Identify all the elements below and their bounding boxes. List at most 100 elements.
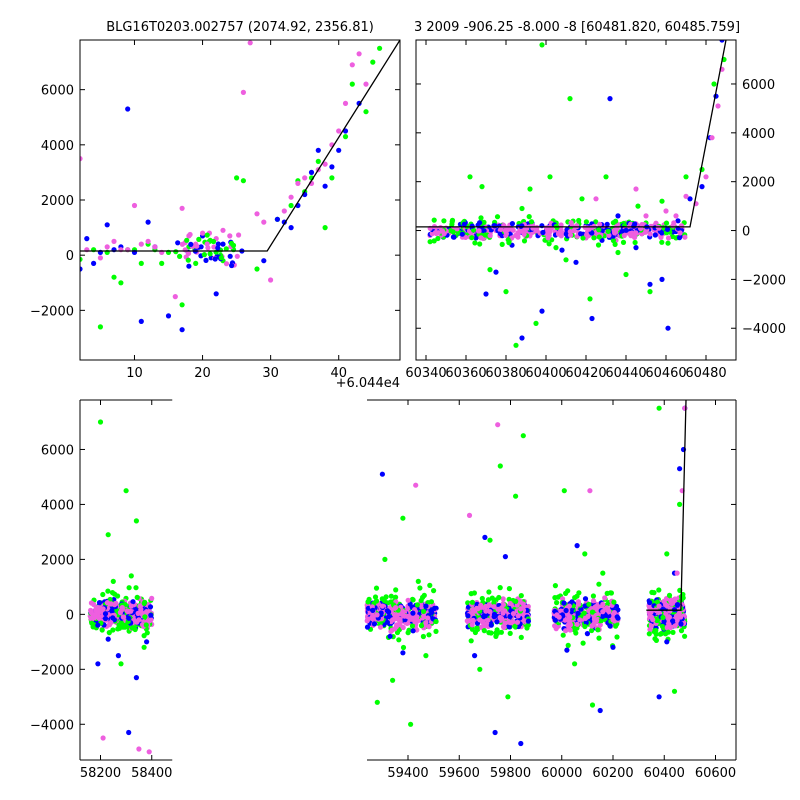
data-point-green — [408, 721, 414, 727]
folded-light-curve-panel: 10 20 30 40 −2000 0 2000 4000 6000 — [30, 39, 401, 381]
data-point-blue — [274, 216, 280, 222]
baseline-point — [576, 217, 582, 224]
data-point-green — [322, 225, 328, 231]
x-tick-label: 30 — [262, 366, 279, 381]
baseline-point — [518, 634, 524, 641]
baseline-point — [552, 583, 559, 589]
data-point-pink — [682, 405, 688, 411]
baseline-point — [653, 627, 659, 634]
baseline-point — [494, 619, 500, 625]
baseline-point — [418, 623, 425, 629]
data-point-pink — [179, 205, 185, 211]
baseline-point — [477, 241, 483, 247]
data-point-pink — [100, 735, 106, 741]
baseline-point — [173, 249, 179, 255]
baseline-point — [479, 595, 485, 602]
baseline-point — [607, 623, 613, 629]
baseline-point — [620, 239, 627, 245]
data-point-pink — [413, 482, 419, 488]
data-point-green — [382, 556, 388, 563]
baseline-point — [377, 624, 384, 630]
baseline-point — [448, 228, 454, 234]
data-point-green — [254, 266, 260, 272]
baseline-point — [482, 232, 488, 238]
data-point-blue — [220, 241, 226, 247]
baseline-point — [461, 221, 467, 227]
data-point-pink — [390, 617, 396, 623]
baseline-point — [394, 629, 401, 636]
data-point-blue — [387, 633, 393, 639]
baseline-point — [584, 232, 590, 238]
x-tick-label: 59800 — [490, 766, 531, 781]
baseline-point — [586, 601, 592, 607]
baseline-point — [95, 608, 101, 614]
baseline-point — [610, 237, 617, 244]
data-point-pink — [369, 614, 375, 620]
baseline-point — [567, 622, 574, 628]
data-point-blue — [573, 259, 579, 265]
baseline-point — [234, 253, 240, 259]
baseline-point — [606, 232, 612, 238]
baseline-point — [623, 227, 629, 233]
folded-plot-area — [80, 40, 400, 333]
data-point-green — [647, 289, 653, 295]
baseline-point — [546, 241, 552, 247]
baseline-point — [552, 595, 558, 601]
baseline-point — [468, 638, 474, 644]
data-point-green — [349, 81, 355, 87]
data-point-pink — [342, 100, 349, 106]
data-point-blue — [329, 164, 335, 170]
baseline-point — [194, 243, 200, 249]
baseline-point — [469, 235, 475, 241]
baseline-point — [621, 232, 627, 239]
baseline-point — [109, 608, 115, 614]
data-point-blue — [647, 281, 653, 287]
data-point-green — [553, 245, 559, 251]
baseline-point — [678, 614, 684, 620]
data-point-green — [133, 518, 139, 524]
baseline-point — [578, 231, 584, 237]
baseline-point — [563, 590, 569, 597]
baseline-point — [91, 622, 97, 628]
baseline-point — [664, 226, 671, 232]
data-point-green — [656, 405, 662, 411]
x-tick-label: 59400 — [387, 766, 428, 781]
x-tick-label: 60400 — [525, 366, 566, 381]
y-tick-label: 4000 — [41, 139, 74, 154]
baseline-point — [554, 600, 560, 606]
baseline-point — [185, 257, 191, 263]
baseline-point — [486, 589, 492, 595]
baseline-point — [130, 625, 136, 631]
baseline-point — [433, 618, 439, 625]
data-point-blue — [584, 631, 591, 637]
baseline-point — [576, 601, 582, 607]
data-point-pink — [477, 617, 483, 623]
baseline-point — [228, 240, 235, 246]
baseline-point — [651, 590, 657, 596]
y-tick-label: 2000 — [41, 553, 74, 568]
baseline-point — [143, 622, 149, 628]
baseline-point — [505, 237, 511, 243]
data-point-blue — [95, 661, 101, 667]
baseline-point — [500, 596, 506, 602]
data-point-pink — [220, 227, 226, 233]
baseline-point — [666, 621, 672, 627]
baseline-point — [659, 239, 665, 245]
data-point-blue — [125, 106, 131, 112]
data-point-green — [520, 433, 526, 439]
baseline-point — [95, 622, 101, 628]
data-point-pink — [152, 244, 158, 250]
baseline-point — [545, 235, 551, 241]
baseline-point — [654, 617, 660, 624]
data-point-pink — [254, 211, 260, 217]
baseline-point — [507, 231, 513, 237]
baseline-point — [449, 217, 456, 223]
baseline-point — [506, 624, 512, 630]
data-point-green — [711, 81, 717, 87]
data-point-green — [603, 174, 609, 180]
baseline-point — [481, 228, 487, 234]
data-point-green — [105, 532, 111, 538]
baseline-point — [211, 244, 217, 250]
baseline-point — [372, 594, 379, 600]
data-point-blue — [665, 325, 671, 331]
